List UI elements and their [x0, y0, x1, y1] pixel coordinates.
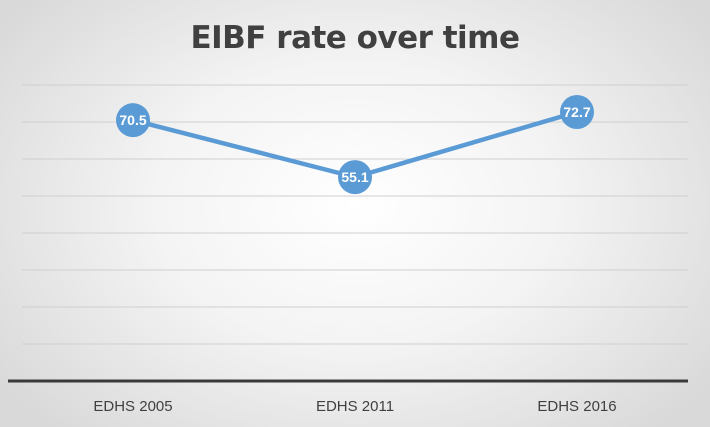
x-tick-label: EDHS 2011 [316, 398, 394, 415]
data-label: 72.7 [563, 104, 590, 120]
data-point [116, 103, 150, 138]
chart-title: EIBF rate over time [190, 20, 520, 56]
data-point [338, 160, 372, 195]
x-tick-label: EDHS 2005 [93, 398, 172, 415]
data-point [560, 95, 594, 130]
x-tick-label: EDHS 2016 [537, 398, 616, 415]
data-label: 70.5 [119, 112, 146, 128]
data-label: 55.1 [341, 169, 368, 185]
